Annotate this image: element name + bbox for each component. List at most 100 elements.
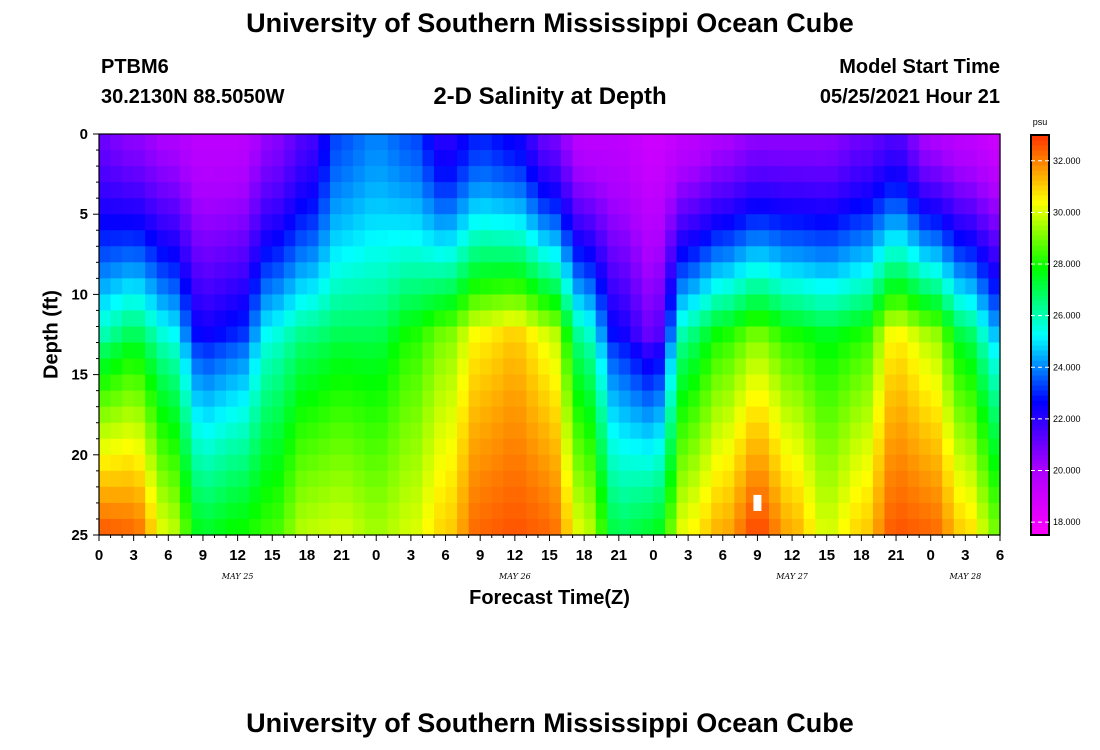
heatmap-cell bbox=[422, 502, 435, 520]
heatmap-cell bbox=[179, 390, 193, 408]
heatmap-cell bbox=[942, 150, 955, 167]
heatmap-cell bbox=[722, 230, 735, 247]
heatmap-cell bbox=[930, 342, 943, 360]
colorbar-segment bbox=[1031, 430, 1049, 436]
heatmap-cell bbox=[792, 486, 805, 504]
heatmap-cell bbox=[480, 310, 493, 328]
x-tick-label: 0 bbox=[649, 547, 657, 564]
heatmap-cell bbox=[630, 406, 643, 424]
heatmap-cell bbox=[110, 278, 123, 295]
heatmap-cell bbox=[745, 294, 759, 312]
heatmap-cell bbox=[410, 294, 424, 312]
heatmap-cell bbox=[491, 486, 504, 504]
heatmap-cell bbox=[295, 486, 308, 504]
heatmap-cell bbox=[884, 390, 897, 408]
heatmap-cell bbox=[618, 278, 631, 295]
heatmap-cell bbox=[953, 438, 966, 456]
heatmap-cell bbox=[330, 246, 343, 263]
colorbar-segment bbox=[1031, 420, 1049, 426]
heatmap-cell bbox=[376, 246, 389, 263]
heatmap-cell bbox=[330, 422, 343, 440]
heatmap-cell bbox=[110, 326, 123, 344]
heatmap-cell bbox=[930, 134, 943, 151]
heatmap-cell bbox=[976, 326, 990, 344]
heatmap-cell bbox=[353, 518, 366, 536]
heatmap-cell bbox=[665, 214, 678, 231]
heatmap-cell bbox=[168, 358, 181, 376]
heatmap-cell bbox=[630, 358, 643, 376]
heatmap-cell bbox=[226, 150, 239, 167]
colorbar-segment bbox=[1031, 530, 1049, 536]
heatmap-cell bbox=[757, 150, 770, 167]
heatmap-cell bbox=[283, 134, 296, 151]
heatmap-cell bbox=[214, 134, 227, 151]
heatmap-cell bbox=[145, 134, 158, 151]
heatmap-cell bbox=[422, 438, 435, 456]
heatmap-cell bbox=[272, 134, 285, 151]
heatmap-cell bbox=[953, 262, 966, 279]
heatmap-cell bbox=[872, 486, 886, 504]
heatmap-cell bbox=[179, 358, 193, 376]
heatmap-cell bbox=[965, 390, 978, 408]
heatmap-cell bbox=[364, 438, 377, 456]
heatmap-cell bbox=[237, 390, 250, 408]
heatmap-cell bbox=[699, 134, 712, 151]
heatmap-cell bbox=[122, 342, 135, 360]
heatmap-cell bbox=[283, 326, 296, 344]
heatmap-cell bbox=[410, 326, 424, 344]
heatmap-cell bbox=[364, 262, 377, 279]
colorbar-segment bbox=[1031, 490, 1049, 496]
heatmap-cell bbox=[410, 214, 424, 231]
heatmap-cell bbox=[433, 470, 447, 488]
heatmap-cell bbox=[237, 214, 250, 231]
heatmap-cell bbox=[202, 342, 216, 360]
heatmap-cell bbox=[988, 390, 1001, 408]
heatmap-cell bbox=[145, 358, 158, 376]
heatmap-cell bbox=[168, 326, 181, 344]
heatmap-cell bbox=[745, 390, 759, 408]
heatmap-cell bbox=[896, 278, 909, 295]
heatmap-cell bbox=[214, 262, 227, 279]
heatmap-cell bbox=[537, 182, 551, 199]
heatmap-cell bbox=[168, 422, 181, 440]
heatmap-cell bbox=[191, 438, 204, 456]
heatmap-cell bbox=[202, 454, 216, 472]
heatmap-cell bbox=[953, 182, 966, 199]
heatmap-cell bbox=[630, 230, 643, 247]
heatmap-cell bbox=[526, 454, 539, 472]
heatmap-cell bbox=[907, 406, 920, 424]
x-tick-label: 15 bbox=[264, 547, 281, 564]
heatmap-cell bbox=[665, 470, 678, 488]
heatmap-cell bbox=[433, 390, 447, 408]
heatmap-cell bbox=[872, 278, 886, 295]
heatmap-cell bbox=[768, 134, 782, 151]
heatmap-cell bbox=[595, 214, 608, 231]
heatmap-cell bbox=[202, 134, 216, 151]
heatmap-cell bbox=[191, 166, 204, 183]
heatmap-cell bbox=[445, 294, 458, 312]
heatmap-cell bbox=[630, 150, 643, 167]
heatmap-cell bbox=[618, 470, 631, 488]
heatmap-cell bbox=[260, 470, 273, 488]
heatmap-cell bbox=[572, 438, 585, 456]
heatmap-cell bbox=[861, 294, 874, 312]
heatmap-cell bbox=[514, 182, 527, 199]
heatmap-cell bbox=[653, 502, 666, 520]
heatmap-cell bbox=[549, 374, 562, 392]
heatmap-cell bbox=[872, 422, 886, 440]
heatmap-cell bbox=[202, 326, 216, 344]
heatmap-cell bbox=[665, 438, 678, 456]
x-tick-label: 6 bbox=[441, 547, 449, 564]
heatmap-cell bbox=[214, 326, 227, 344]
heatmap-cell bbox=[711, 470, 724, 488]
heatmap-cell bbox=[156, 198, 169, 215]
heatmap-cell bbox=[849, 438, 862, 456]
heatmap-cell bbox=[249, 310, 262, 328]
heatmap-cell bbox=[179, 134, 193, 151]
heatmap-cell bbox=[595, 358, 608, 376]
heatmap-cell bbox=[607, 438, 620, 456]
heatmap-cell bbox=[179, 262, 193, 279]
heatmap-cell bbox=[260, 134, 273, 151]
heatmap-cell bbox=[526, 342, 539, 360]
heatmap-cell bbox=[433, 182, 447, 199]
